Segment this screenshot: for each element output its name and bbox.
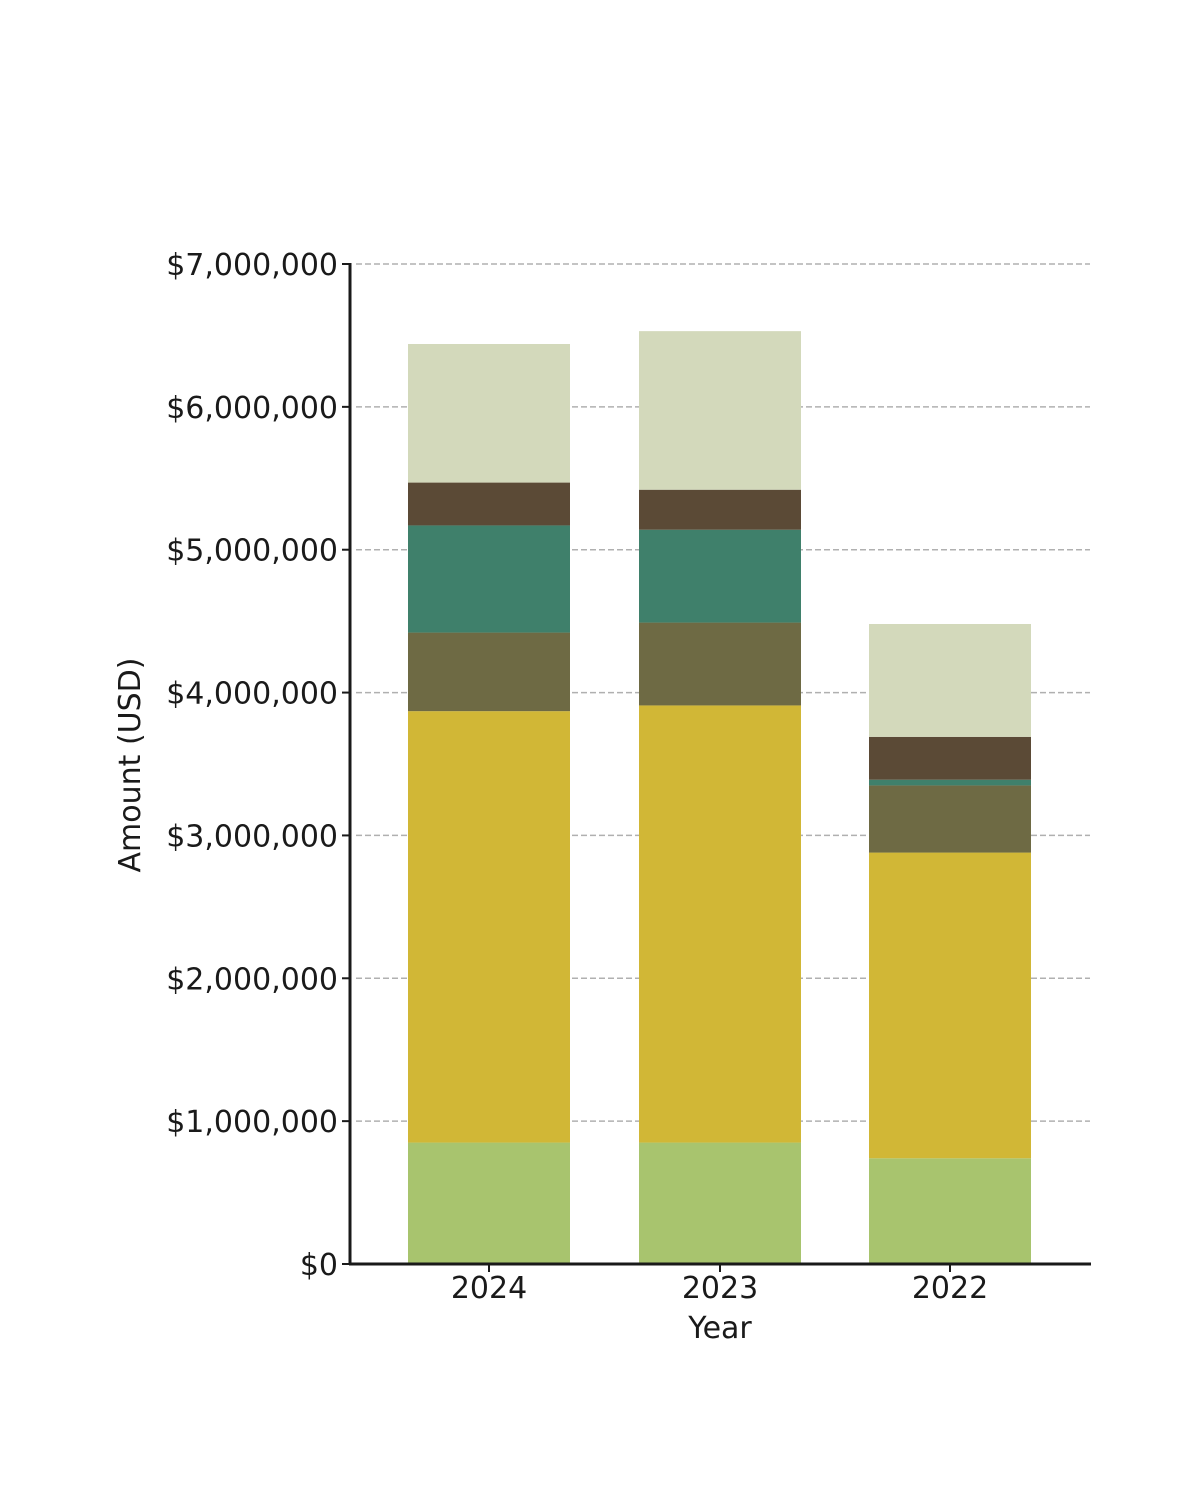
y-ticks: $0 $1,000,000 $2,000,000 $3,000,000 $4,000,0… [166,248,350,1283]
bar-segment-2023-4 [639,529,801,623]
bar-segment-2022-3 [869,785,1031,853]
bar-segment-2023-3 [639,622,801,706]
bar-segment-2023-2 [639,705,801,1143]
bar-segment-2024-1 [408,1142,570,1264]
y-tick-label: $3,000,000 [166,819,338,854]
bar-segment-2024-5 [408,482,570,526]
y-tick-label: $6,000,000 [166,391,338,426]
x-axis-title: Year [687,1311,752,1346]
bar-segment-2022-6 [869,624,1031,737]
y-tick-label: $1,000,000 [166,1105,338,1140]
y-tick-label: $0 [300,1248,338,1283]
bar-segment-2024-4 [408,525,570,633]
bar-segment-2024-3 [408,632,570,712]
y-tick-label: $2,000,000 [166,962,338,997]
bar-segment-2022-4 [869,779,1031,786]
bar-segment-2023-1 [639,1142,801,1264]
x-tick-label: 2024 [451,1271,527,1306]
y-tick-label: $5,000,000 [166,534,338,569]
x-tick-label: 2023 [682,1271,758,1306]
bar-segment-2023-5 [639,489,801,530]
bar-segment-2023-6 [639,331,801,490]
bar-segment-2024-2 [408,711,570,1143]
x-ticks: 2024 2023 2022 [451,1264,988,1306]
y-tick-label: $7,000,000 [166,248,338,283]
bars [408,331,1031,1264]
x-tick-label: 2022 [912,1271,988,1306]
y-tick-label: $4,000,000 [166,677,338,712]
bar-segment-2024-6 [408,344,570,483]
bar-segment-2022-2 [869,852,1031,1159]
y-axis-title: Amount (USD) [113,658,148,873]
bar-segment-2022-5 [869,736,1031,780]
bar-segment-2022-1 [869,1158,1031,1264]
